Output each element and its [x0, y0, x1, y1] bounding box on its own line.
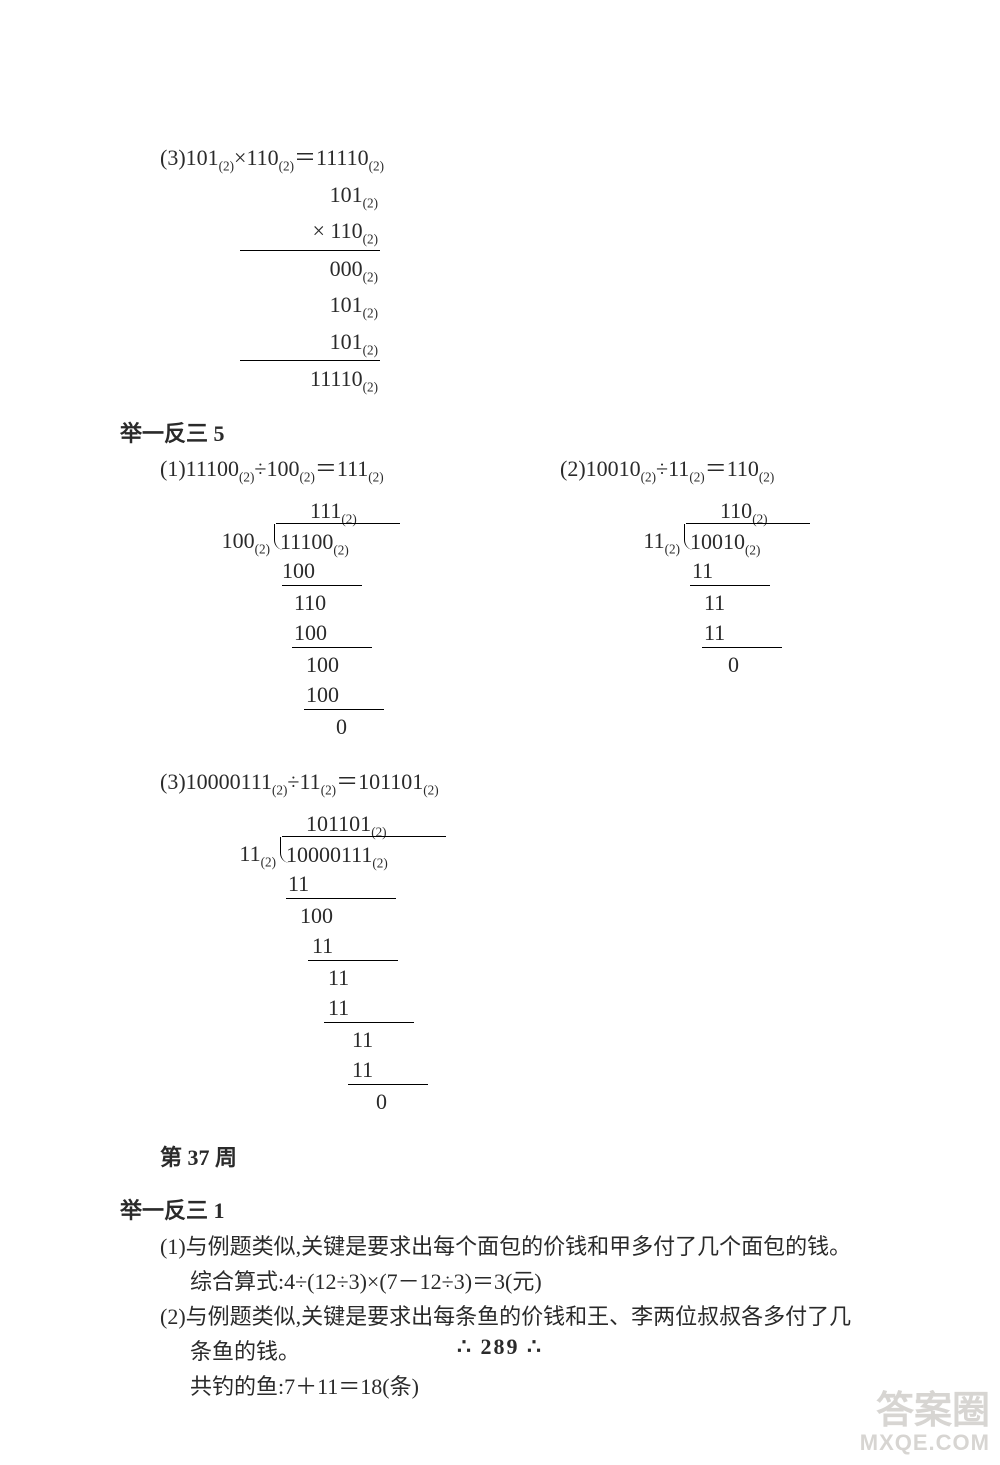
- division-2-heading: (2)10010(2)÷11(2)＝110(2): [560, 451, 880, 488]
- rule: [308, 960, 398, 961]
- d3-divisor: 11(2): [220, 836, 276, 873]
- d1-divisor: 100(2): [200, 523, 270, 560]
- problem-3-heading: (3)101(2)×110(2)＝11110(2): [160, 140, 880, 177]
- watermark-line-1: 答案圈: [860, 1392, 990, 1432]
- division-3-heading: (3)10000111(2)÷11(2)＝101101(2): [160, 764, 880, 801]
- division-1-work: 111(2) 100(2) 11100(2) 100 110 100 100 1…: [200, 493, 460, 743]
- division-3-work: 101101(2) 11(2) 10000111(2) 11 100 11 11…: [220, 806, 500, 1106]
- d1-s5: 100: [306, 677, 339, 712]
- mul-row-3: 000(2): [240, 250, 380, 288]
- mul-row-4: 101(2): [240, 287, 380, 324]
- week-37-title: 第 37 周: [160, 1140, 880, 1175]
- d1-s6: 0: [336, 709, 347, 744]
- page-number: ∴ 289 ∴: [0, 1329, 1000, 1364]
- rule: [348, 1084, 428, 1085]
- watermark: 答案圈 MXQE.COM: [860, 1392, 990, 1455]
- w37-q1-line-a: (1)与例题类似,关键是要求出每个面包的价钱和甲多付了几个面包的钱。: [160, 1229, 880, 1264]
- d2-s4: 0: [728, 647, 739, 682]
- rule: [702, 647, 782, 648]
- multiplication-work: 101(2) × 110(2) 000(2) 101(2) 101(2) 111…: [240, 177, 380, 398]
- d2-divisor: 11(2): [620, 523, 680, 560]
- rule: [690, 585, 770, 586]
- d3-s3: 11: [312, 928, 333, 963]
- d3-s8: 0: [376, 1084, 387, 1119]
- watermark-line-2: MXQE.COM: [860, 1431, 990, 1454]
- section-5-title: 举一反三 5: [120, 416, 880, 451]
- w37-q2-line-c: 共钓的鱼:7＋11＝18(条): [190, 1369, 880, 1404]
- mul-row-5: 101(2): [240, 324, 380, 362]
- d3-s5: 11: [328, 990, 349, 1025]
- w37-q1-line-b: 综合算式:4÷(12÷3)×(7－12÷3)＝3(元): [190, 1264, 880, 1299]
- division-row: (1)11100(2)÷100(2)＝111(2) 111(2) 100(2) …: [160, 451, 880, 754]
- d1-s3: 100: [294, 615, 327, 650]
- division-1-heading: (1)11100(2)÷100(2)＝111(2): [160, 451, 500, 488]
- mul-row-2: × 110(2): [240, 213, 380, 250]
- d3-s1: 11: [288, 866, 309, 901]
- division-2-work: 110(2) 11(2) 10010(2) 11 11 11 0: [620, 493, 860, 693]
- page: (3)101(2)×110(2)＝11110(2) 101(2) × 110(2…: [0, 0, 1000, 1465]
- d2-s3: 11: [704, 615, 725, 650]
- d1-s1: 100: [282, 553, 315, 588]
- section-1-title: 举一反三 1: [120, 1193, 880, 1228]
- mul-row-6: 11110(2): [240, 361, 380, 398]
- d2-s1: 11: [692, 553, 713, 588]
- mul-row-1: 101(2): [240, 177, 380, 214]
- d3-s7: 11: [352, 1052, 373, 1087]
